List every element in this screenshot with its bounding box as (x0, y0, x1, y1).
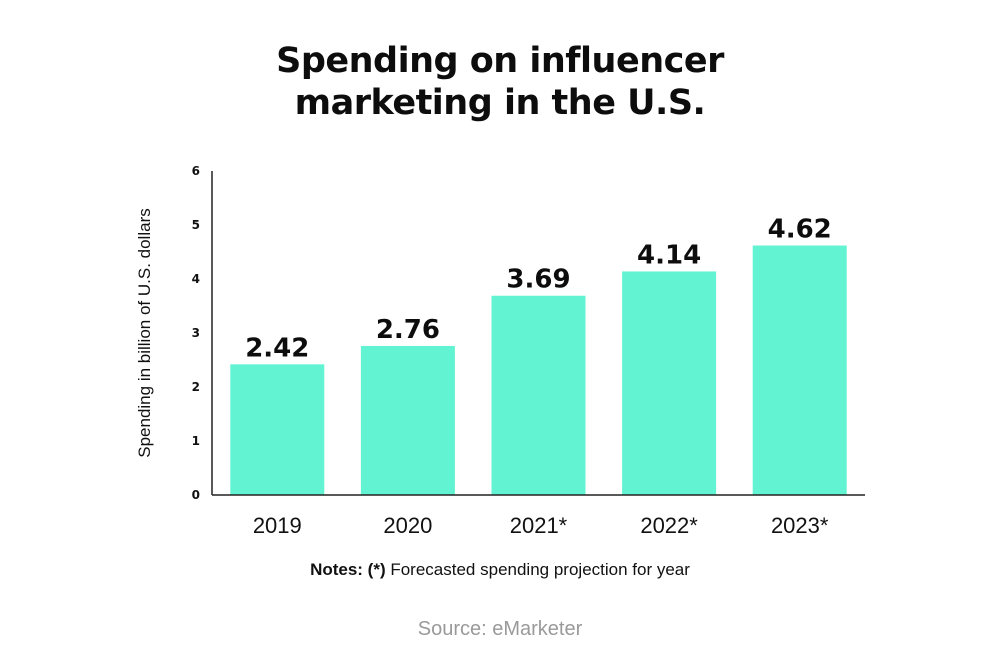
y-tick-label: 3 (192, 326, 200, 340)
y-tick-label: 1 (192, 434, 200, 448)
data-labels: 2.42 2.76 3.69 4.14 4.62 (245, 215, 832, 364)
x-tick-label: 2023* (771, 513, 829, 538)
bar-value-label: 4.14 (637, 240, 701, 270)
bar (622, 271, 717, 495)
chart-title: Spending on influencer marketing in the … (0, 40, 1000, 124)
x-tick-label: 2022* (640, 513, 698, 538)
bar-value-label: 4.62 (768, 215, 832, 245)
y-tick-label: 2 (192, 380, 200, 394)
bar (752, 245, 847, 495)
y-axis-ticks: 0 1 2 3 4 5 6 (192, 164, 200, 502)
bars (230, 245, 847, 495)
y-tick-label: 5 (192, 218, 200, 232)
notes: Notes: (*) Forecasted spending projectio… (0, 560, 1000, 580)
chart-title-line-1: Spending on influencer (276, 41, 724, 81)
y-tick-label: 0 (192, 488, 200, 502)
chart-title-line-2: marketing in the U.S. (294, 83, 706, 123)
y-tick-label: 4 (192, 272, 200, 286)
source-credit: Source: eMarketer (417, 618, 583, 640)
y-axis-label: Spending in billion of U.S. dollars (135, 208, 154, 457)
x-axis-ticks: 2019 2020 2021* 2022* 2023* (253, 513, 829, 538)
notes-text: Forecasted spending projection for year (385, 560, 690, 579)
notes-label: Notes: (*) (310, 560, 386, 579)
bar (360, 345, 455, 495)
bar-value-label: 2.76 (376, 315, 440, 345)
bar (491, 295, 586, 495)
x-tick-label: 2021* (510, 513, 568, 538)
y-tick-label: 6 (192, 164, 200, 178)
bar-value-label: 2.42 (245, 333, 309, 363)
bar (230, 364, 325, 495)
bar-value-label: 3.69 (506, 265, 570, 295)
x-tick-label: 2019 (253, 513, 302, 538)
x-tick-label: 2020 (383, 513, 432, 538)
